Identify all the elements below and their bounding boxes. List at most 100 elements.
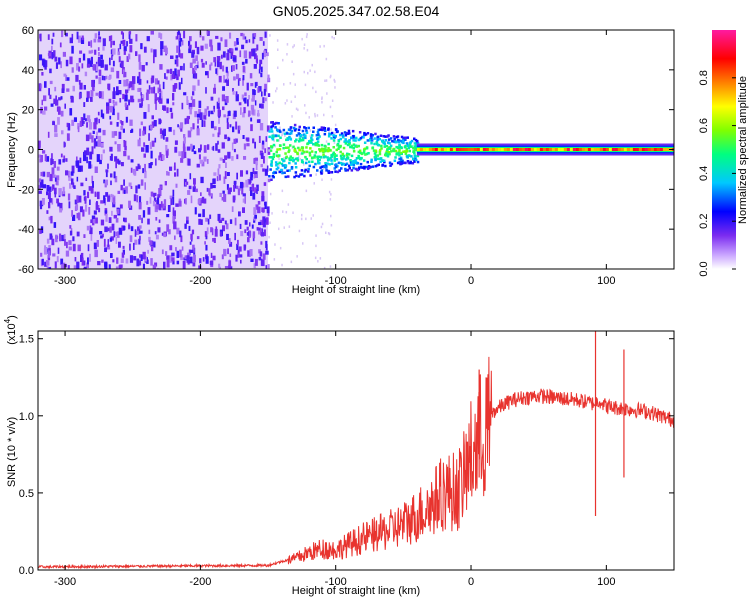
noise-speck — [328, 190, 331, 194]
noise-speck — [186, 146, 191, 151]
noise-speck — [153, 86, 156, 94]
noise-speck — [88, 122, 93, 130]
noise-speck — [71, 165, 75, 174]
noise-speck — [108, 217, 112, 223]
noise-speck — [51, 52, 54, 60]
noise-speck — [121, 121, 124, 126]
noise-speck — [189, 62, 193, 68]
band-speck — [296, 157, 299, 160]
noise-speck — [166, 69, 170, 74]
colorbar-label: Normalized spectral amplitude — [737, 76, 749, 224]
noise-speck — [51, 38, 54, 45]
band-speck — [296, 159, 300, 162]
noise-speck — [129, 255, 134, 263]
noise-speck — [253, 218, 256, 223]
noise-speck — [322, 171, 324, 174]
noise-speck — [173, 215, 176, 219]
noise-speck — [213, 57, 216, 63]
noise-speck — [233, 41, 237, 47]
band-speck — [409, 161, 412, 165]
noise-speck — [224, 39, 228, 47]
noise-speck — [54, 56, 58, 62]
noise-speck — [177, 124, 179, 128]
band-speck — [289, 155, 292, 158]
band-speck — [270, 145, 274, 148]
noise-speck — [266, 125, 270, 132]
noise-speck — [139, 196, 142, 203]
noise-speck — [94, 118, 98, 125]
noise-speck — [252, 183, 255, 192]
band-speck — [349, 161, 353, 164]
band-speck — [324, 148, 327, 151]
noise-speck — [67, 124, 71, 131]
band-speck — [385, 150, 388, 153]
noise-speck — [250, 117, 253, 122]
snr-y-tick-label: 1.0 — [19, 411, 34, 423]
band-speck — [305, 146, 308, 149]
noise-speck — [109, 237, 113, 242]
noise-speck — [112, 259, 115, 263]
noise-speck — [87, 257, 89, 265]
noise-speck — [73, 117, 77, 122]
snr-x-tick-label: 0 — [468, 576, 474, 588]
noise-speck — [65, 32, 68, 37]
band-speck — [276, 154, 280, 158]
band-speck — [274, 171, 278, 174]
band-speck — [312, 143, 315, 146]
noise-speck — [243, 156, 247, 160]
colorbar: 0.00.20.40.60.8 Normalized spectral ampl… — [698, 30, 749, 277]
noise-speck — [39, 200, 44, 207]
band-speck — [312, 165, 316, 169]
noise-speck — [49, 80, 53, 85]
band-speck — [281, 171, 284, 175]
band-speck — [374, 164, 378, 168]
noise-speck — [130, 95, 134, 103]
noise-speck — [239, 254, 243, 258]
noise-speck — [258, 257, 262, 261]
noise-speck — [178, 49, 181, 58]
noise-speck — [150, 150, 153, 159]
noise-speck — [81, 63, 84, 69]
band-speck — [376, 154, 379, 157]
band-speck — [320, 156, 323, 159]
line-core — [536, 148, 540, 151]
band-speck — [269, 168, 272, 171]
line-core — [524, 148, 528, 151]
line-core — [548, 148, 552, 151]
noise-speck — [64, 103, 66, 109]
noise-speck — [207, 218, 210, 225]
noise-speck — [146, 80, 149, 84]
band-speck — [362, 151, 366, 154]
band-speck — [366, 132, 370, 135]
line-core — [632, 148, 636, 151]
band-speck — [300, 134, 303, 137]
noise-speck — [54, 124, 58, 133]
noise-speck — [65, 250, 70, 257]
noise-speck — [65, 75, 68, 81]
noise-speck — [60, 264, 64, 269]
band-speck — [363, 167, 366, 170]
noise-speck — [164, 73, 166, 79]
noise-speck — [219, 174, 221, 181]
noise-speck — [277, 66, 279, 69]
noise-speck — [101, 259, 104, 263]
noise-speck — [142, 130, 145, 136]
noise-speck — [159, 152, 162, 158]
noise-speck — [188, 102, 193, 110]
noise-speck — [62, 158, 65, 163]
noise-speck — [194, 65, 197, 71]
band-speck — [271, 157, 275, 161]
noise-speck — [189, 241, 192, 245]
band-speck — [342, 157, 345, 160]
noise-speck — [248, 95, 250, 100]
noise-speck — [118, 227, 123, 235]
noise-speck — [117, 112, 120, 120]
noise-speck — [151, 121, 155, 128]
noise-speck — [248, 39, 251, 43]
line-core — [602, 148, 606, 151]
noise-speck — [172, 102, 175, 106]
band-speck — [405, 147, 408, 151]
line-core — [476, 148, 480, 151]
noise-speck — [267, 74, 270, 81]
noise-speck — [261, 191, 265, 197]
